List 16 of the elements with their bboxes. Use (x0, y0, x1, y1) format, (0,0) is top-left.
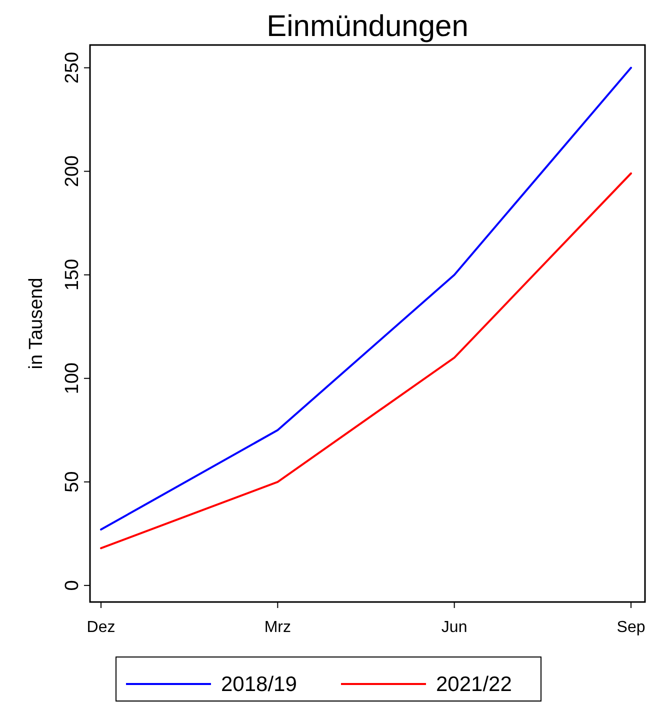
x-tick-label: Dez (86, 619, 116, 636)
x-tick-label: Sep (616, 619, 646, 636)
line-series (100, 172, 632, 550)
y-tick-label: 50 (62, 471, 83, 492)
y-tick-label: 250 (62, 52, 83, 84)
x-tick-label: Mrz (264, 619, 291, 636)
y-tick-label: 0 (62, 580, 83, 591)
y-tick-label: 100 (62, 362, 83, 394)
legend-label: 2021/22 (436, 673, 512, 696)
x-tick-label: Jun (441, 619, 468, 636)
y-tick-label: 200 (62, 155, 83, 188)
chart-title: Einmündungen (266, 10, 468, 43)
y-tick-label: 150 (62, 258, 83, 291)
legend-label: 2018/19 (221, 673, 297, 696)
y-axis-title: in Tausend (26, 278, 47, 370)
line-series (100, 66, 632, 531)
